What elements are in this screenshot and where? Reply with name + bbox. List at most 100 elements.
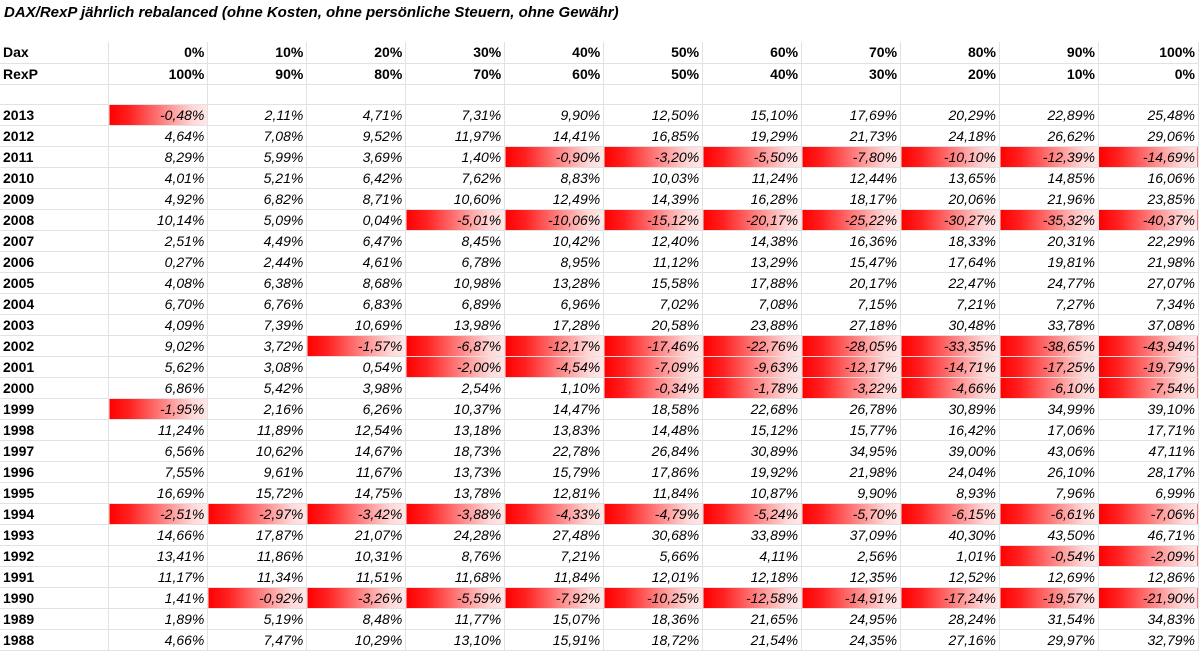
- return-cell[interactable]: 12,54%: [306, 419, 407, 441]
- return-cell[interactable]: 10,60%: [405, 188, 506, 210]
- return-cell[interactable]: 18,17%: [801, 188, 902, 210]
- return-cell[interactable]: 34,99%: [999, 398, 1099, 420]
- year-cell[interactable]: 2002: [0, 335, 110, 357]
- return-cell[interactable]: 11,84%: [603, 482, 704, 504]
- return-cell[interactable]: -20,17%: [702, 209, 803, 231]
- return-cell[interactable]: 3,69%: [306, 146, 407, 168]
- dax-weight-cell[interactable]: 60%: [702, 42, 803, 64]
- year-cell[interactable]: 1999: [0, 398, 110, 420]
- return-cell[interactable]: -5,70%: [801, 503, 902, 525]
- return-cell[interactable]: -10,10%: [900, 146, 1000, 168]
- dax-weight-cell[interactable]: 0%: [108, 42, 209, 64]
- return-cell[interactable]: 26,84%: [603, 440, 704, 462]
- return-cell[interactable]: 10,31%: [306, 545, 407, 567]
- year-cell[interactable]: 1993: [0, 524, 110, 546]
- return-cell[interactable]: 4,01%: [108, 167, 209, 189]
- dax-weight-cell[interactable]: 50%: [603, 42, 704, 64]
- return-cell[interactable]: 11,68%: [405, 566, 506, 588]
- return-cell[interactable]: 6,38%: [207, 272, 308, 294]
- return-cell[interactable]: 19,92%: [702, 461, 803, 483]
- return-cell[interactable]: 34,83%: [1098, 608, 1199, 630]
- return-cell[interactable]: 5,62%: [108, 356, 209, 378]
- return-cell[interactable]: 15,07%: [504, 608, 605, 630]
- return-cell[interactable]: 13,28%: [504, 272, 605, 294]
- return-cell[interactable]: 30,48%: [900, 314, 1000, 336]
- return-cell[interactable]: 6,70%: [108, 293, 209, 315]
- return-cell[interactable]: 3,72%: [207, 335, 308, 357]
- year-cell[interactable]: 1997: [0, 440, 110, 462]
- return-cell[interactable]: 12,49%: [504, 188, 605, 210]
- year-cell[interactable]: 1994: [0, 503, 110, 525]
- year-cell[interactable]: 2000: [0, 377, 110, 399]
- return-cell[interactable]: -4,66%: [900, 377, 1000, 399]
- rexp-label[interactable]: RexP: [0, 63, 110, 85]
- return-cell[interactable]: 18,58%: [603, 398, 704, 420]
- return-cell[interactable]: 16,28%: [702, 188, 803, 210]
- return-cell[interactable]: 8,48%: [306, 608, 407, 630]
- return-cell[interactable]: 17,06%: [999, 419, 1099, 441]
- empty-cell[interactable]: [207, 84, 308, 105]
- return-cell[interactable]: 10,98%: [405, 272, 506, 294]
- year-cell[interactable]: 2001: [0, 356, 110, 378]
- return-cell[interactable]: 2,51%: [108, 230, 209, 252]
- return-cell[interactable]: 16,36%: [801, 230, 902, 252]
- return-cell[interactable]: 10,69%: [306, 314, 407, 336]
- return-cell[interactable]: -10,06%: [504, 209, 605, 231]
- return-cell[interactable]: 30,89%: [702, 440, 803, 462]
- return-cell[interactable]: 16,06%: [1098, 167, 1199, 189]
- return-cell[interactable]: 24,28%: [405, 524, 506, 546]
- return-cell[interactable]: 7,55%: [108, 461, 209, 483]
- return-cell[interactable]: 1,10%: [504, 377, 605, 399]
- return-cell[interactable]: 1,41%: [108, 587, 209, 609]
- return-cell[interactable]: 0,54%: [306, 356, 407, 378]
- return-cell[interactable]: -1,57%: [306, 335, 407, 357]
- rexp-weight-cell[interactable]: 90%: [207, 63, 308, 85]
- return-cell[interactable]: 24,18%: [900, 125, 1000, 147]
- return-cell[interactable]: 18,73%: [405, 440, 506, 462]
- return-cell[interactable]: 5,19%: [207, 608, 308, 630]
- return-cell[interactable]: 3,08%: [207, 356, 308, 378]
- return-cell[interactable]: -14,71%: [900, 356, 1000, 378]
- return-cell[interactable]: 5,21%: [207, 167, 308, 189]
- return-cell[interactable]: -17,25%: [999, 356, 1099, 378]
- dax-weight-cell[interactable]: 80%: [900, 42, 1000, 64]
- return-cell[interactable]: 11,86%: [207, 545, 308, 567]
- return-cell[interactable]: 15,91%: [504, 629, 605, 651]
- return-cell[interactable]: 7,47%: [207, 629, 308, 651]
- return-cell[interactable]: 17,69%: [801, 104, 902, 126]
- rexp-weight-cell[interactable]: 10%: [999, 63, 1099, 85]
- return-cell[interactable]: 20,17%: [801, 272, 902, 294]
- dax-weight-cell[interactable]: 20%: [306, 42, 407, 64]
- return-cell[interactable]: 8,95%: [504, 251, 605, 273]
- return-cell[interactable]: -7,92%: [504, 587, 605, 609]
- return-cell[interactable]: 2,56%: [801, 545, 902, 567]
- return-cell[interactable]: -4,79%: [603, 503, 704, 525]
- return-cell[interactable]: 10,14%: [108, 209, 209, 231]
- return-cell[interactable]: 13,29%: [702, 251, 803, 273]
- year-cell[interactable]: 1989: [0, 608, 110, 630]
- return-cell[interactable]: 18,72%: [603, 629, 704, 651]
- return-cell[interactable]: -10,25%: [603, 587, 704, 609]
- return-cell[interactable]: 16,42%: [900, 419, 1000, 441]
- year-cell[interactable]: 2004: [0, 293, 110, 315]
- return-cell[interactable]: 2,44%: [207, 251, 308, 273]
- return-cell[interactable]: 13,10%: [405, 629, 506, 651]
- return-cell[interactable]: -7,06%: [1098, 503, 1199, 525]
- return-cell[interactable]: -7,09%: [603, 356, 704, 378]
- return-cell[interactable]: 12,01%: [603, 566, 704, 588]
- dax-label[interactable]: Dax: [0, 42, 110, 64]
- return-cell[interactable]: 11,12%: [603, 251, 704, 273]
- return-cell[interactable]: 18,33%: [900, 230, 1000, 252]
- return-cell[interactable]: 7,08%: [702, 293, 803, 315]
- return-cell[interactable]: -14,91%: [801, 587, 902, 609]
- return-cell[interactable]: 0,27%: [108, 251, 209, 273]
- return-cell[interactable]: -19,57%: [999, 587, 1099, 609]
- return-cell[interactable]: -7,80%: [801, 146, 902, 168]
- return-cell[interactable]: -4,33%: [504, 503, 605, 525]
- return-cell[interactable]: 47,11%: [1098, 440, 1199, 462]
- return-cell[interactable]: 21,07%: [306, 524, 407, 546]
- return-cell[interactable]: 13,78%: [405, 482, 506, 504]
- return-cell[interactable]: -12,39%: [999, 146, 1099, 168]
- return-cell[interactable]: 8,93%: [900, 482, 1000, 504]
- return-cell[interactable]: 22,68%: [702, 398, 803, 420]
